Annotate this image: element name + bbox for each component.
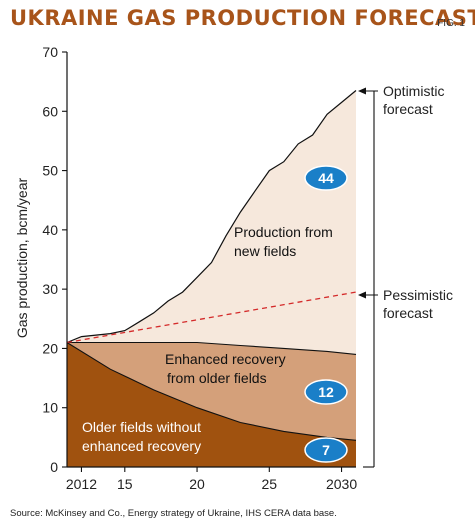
figure-label: FIG. 1 xyxy=(437,18,465,29)
older-label-line2: enhanced recovery xyxy=(82,438,201,454)
older-boundary-line xyxy=(66,342,357,441)
x-ticks: 2012 15 20 25 2030 xyxy=(66,467,357,492)
enhanced-label-line2: from older fields xyxy=(167,370,267,386)
y-tick-label: 20 xyxy=(42,340,58,356)
y-tick-label: 30 xyxy=(42,281,58,297)
badge-new-fields-value: 44 xyxy=(318,170,334,186)
y-tick-label: 10 xyxy=(42,400,58,416)
y-tick-label: 70 xyxy=(42,44,58,60)
y-tick-label: 50 xyxy=(42,163,58,179)
optimistic-arrow xyxy=(358,87,378,95)
area-older-fields xyxy=(67,342,356,467)
optimistic-label-line1: Optimistic xyxy=(383,83,444,99)
forecast-bracket xyxy=(363,91,375,468)
badge-older-value: 7 xyxy=(322,442,330,458)
chart-title: UKRAINE GAS PRODUCTION FORECAST xyxy=(10,6,475,30)
x-tick-label: 25 xyxy=(262,476,278,492)
y-tick-label: 40 xyxy=(42,222,58,238)
x-tick-label: 2012 xyxy=(66,476,97,492)
source-note: Source: McKinsey and Co., Energy strateg… xyxy=(10,508,337,519)
optimistic-line xyxy=(66,90,357,344)
badge-enhanced-value: 12 xyxy=(318,384,334,400)
badge-older: 7 xyxy=(304,437,348,463)
x-tick-label: 20 xyxy=(189,476,205,492)
optimistic-label-line2: forecast xyxy=(383,101,433,117)
y-tick-label: 60 xyxy=(42,103,58,119)
y-ticks: 0 10 20 30 40 50 60 70 xyxy=(42,44,67,475)
badge-new-fields: 44 xyxy=(304,165,348,191)
enhanced-boundary-line xyxy=(67,341,357,355)
y-axis-label: Gas production, bcm/year xyxy=(14,178,30,339)
pessimistic-label-line2: forecast xyxy=(383,305,433,321)
pessimistic-label-line1: Pessimistic xyxy=(383,287,453,303)
y-tick-label: 0 xyxy=(50,459,58,475)
pessimistic-line xyxy=(66,291,357,344)
pessimistic-arrow xyxy=(358,291,378,299)
x-tick-label: 15 xyxy=(117,476,133,492)
enhanced-label-line1: Enhanced recovery xyxy=(165,351,286,367)
area-enhanced-recovery xyxy=(67,342,356,441)
area-new-fields xyxy=(67,90,356,355)
badge-enhanced: 12 xyxy=(304,379,348,405)
new-fields-label-line2: new fields xyxy=(234,243,296,259)
x-tick-label: 2030 xyxy=(326,476,357,492)
new-fields-label-line1: Production from xyxy=(234,224,333,240)
older-label-line1: Older fields without xyxy=(82,419,201,435)
